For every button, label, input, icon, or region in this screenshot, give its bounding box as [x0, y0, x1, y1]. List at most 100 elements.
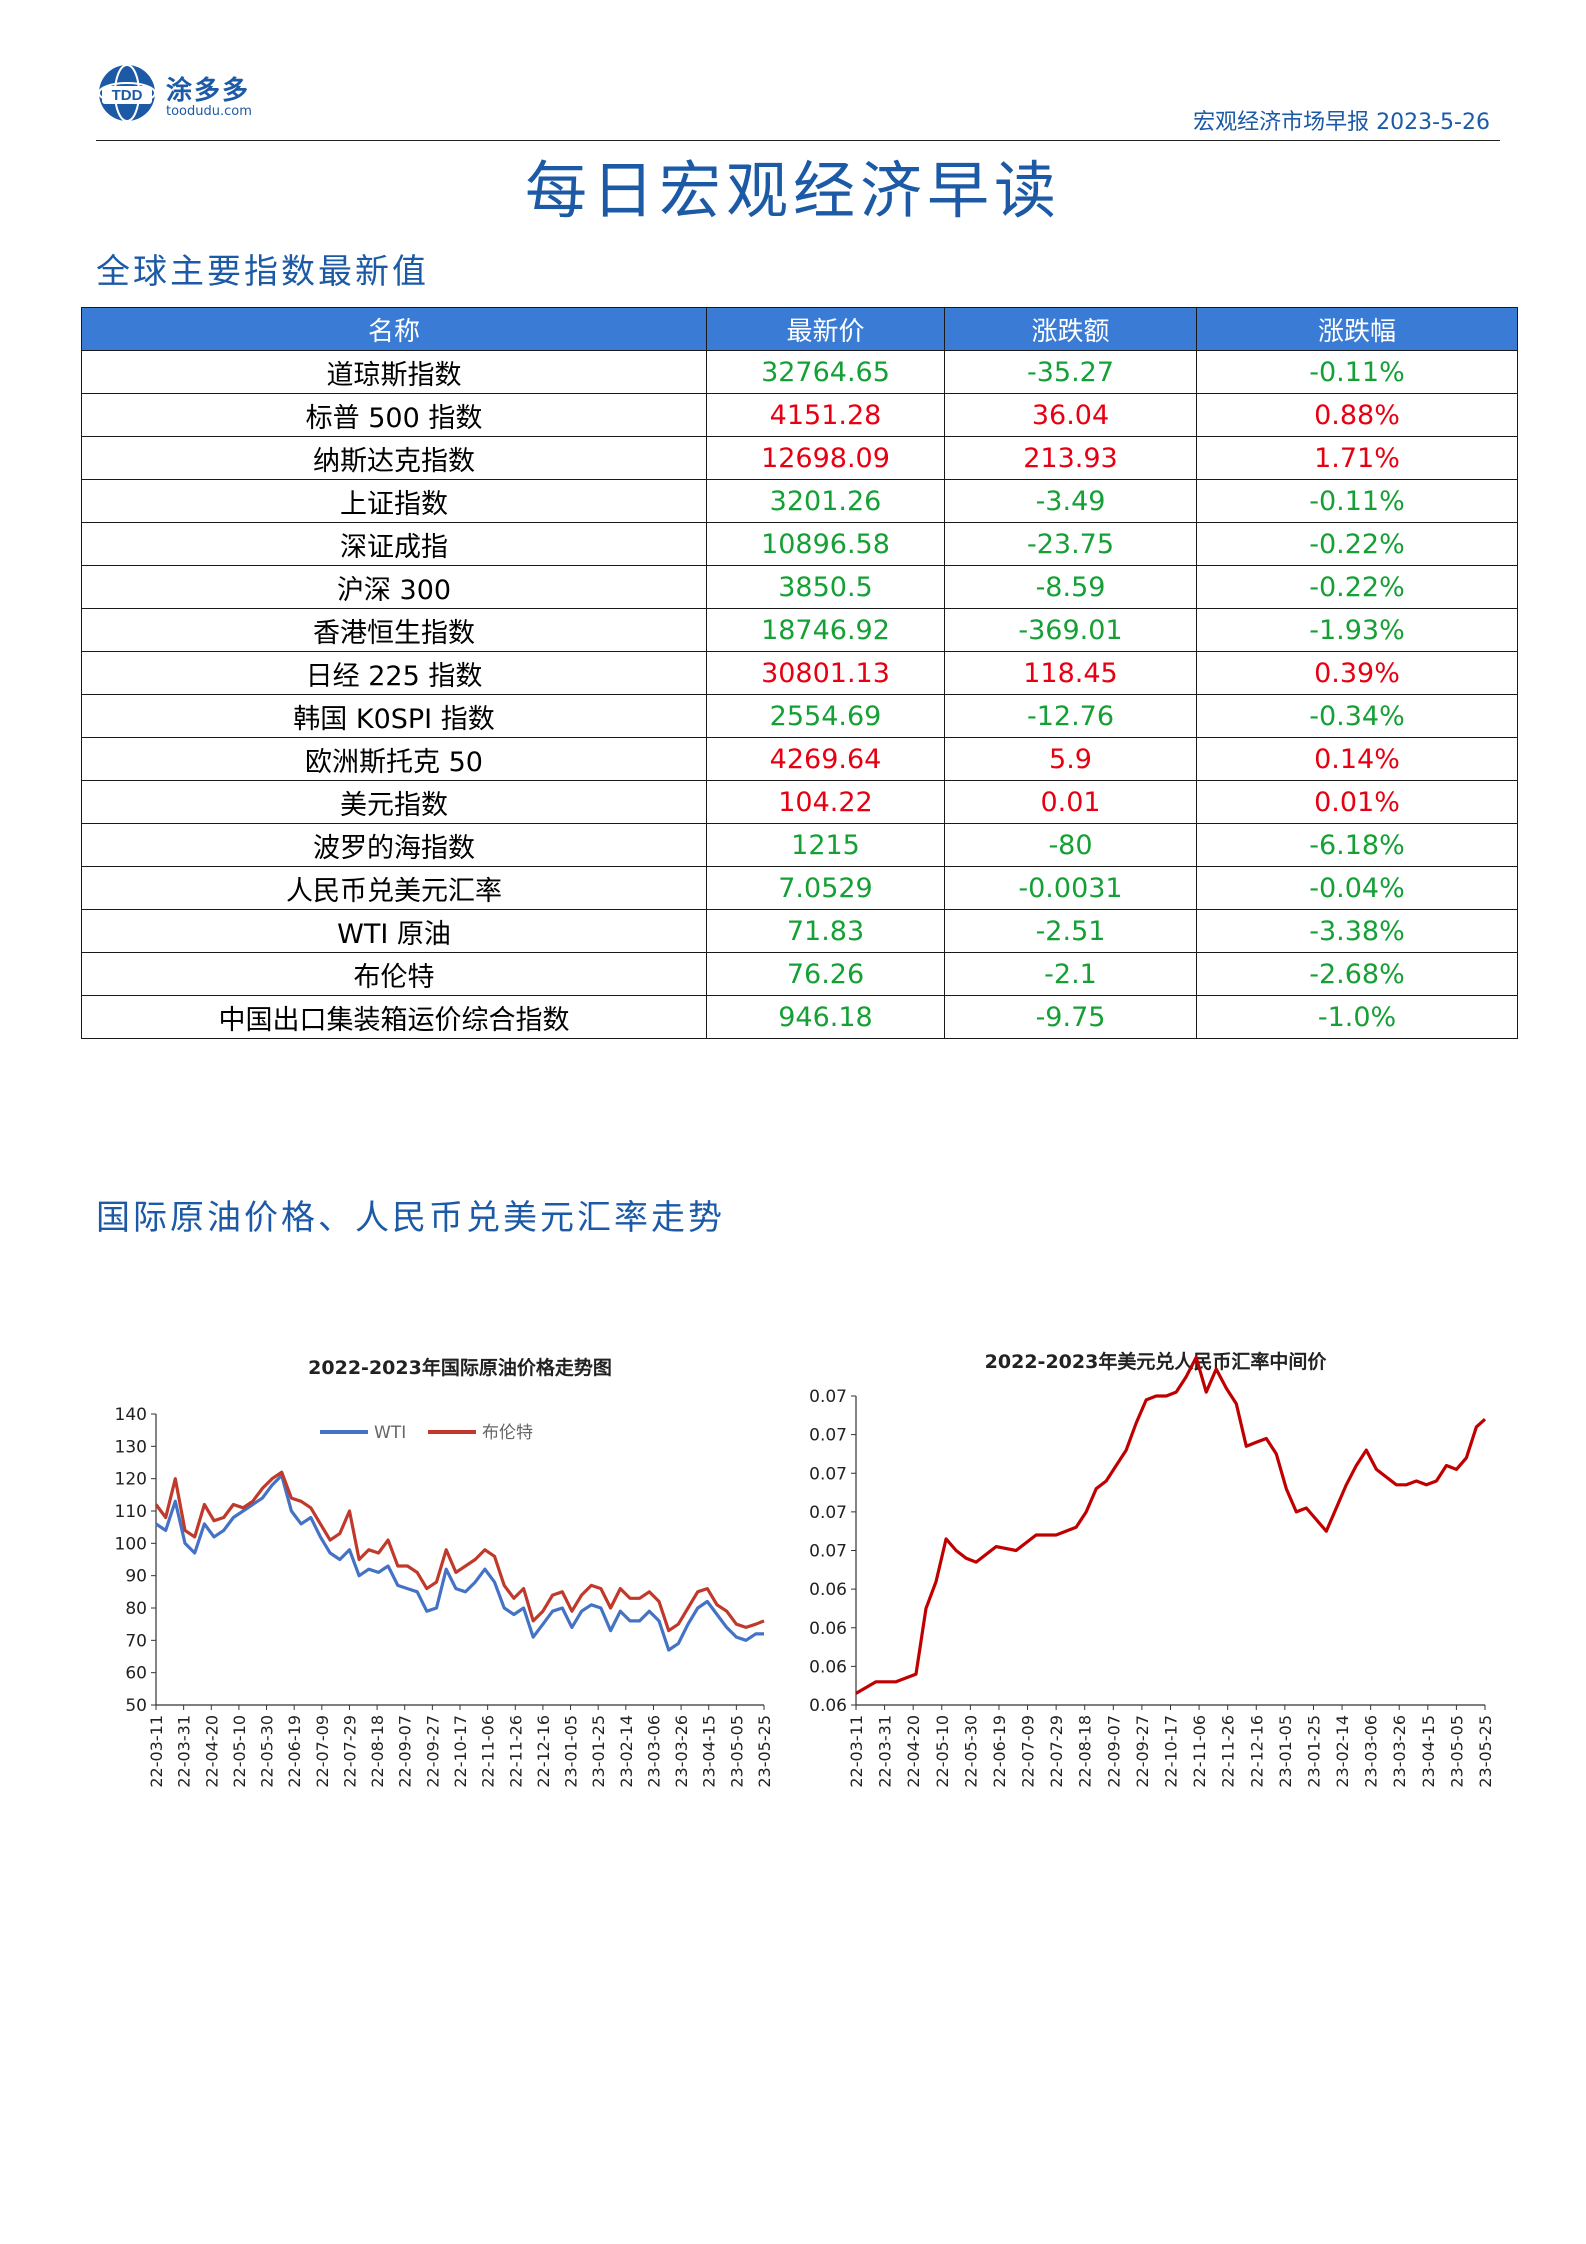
- x-tick-label: 22-03-11: [147, 1715, 166, 1788]
- y-tick-label: 0.06: [809, 1580, 847, 1600]
- cell-price: 18746.92: [706, 608, 945, 652]
- x-tick-label: 22-09-07: [396, 1715, 415, 1788]
- x-tick-label: 22-07-09: [313, 1715, 332, 1788]
- table-row: 欧洲斯托克 50 4269.64 5.9 0.14%: [81, 737, 1518, 781]
- y-tick-label: 140: [115, 1405, 147, 1425]
- cell-price: 3201.26: [706, 479, 945, 523]
- cell-pct: -6.18%: [1196, 823, 1518, 867]
- table-row: WTI 原油 71.83 -2.51 -3.38%: [81, 909, 1518, 953]
- x-tick-label: 22-05-10: [933, 1715, 952, 1788]
- x-tick-label: 22-11-26: [506, 1715, 525, 1788]
- y-tick-label: 130: [115, 1437, 147, 1457]
- x-tick-label: 23-05-05: [727, 1715, 746, 1788]
- y-tick-label: 0.06: [809, 1696, 847, 1716]
- series-line-0: [855, 1355, 1487, 1695]
- x-tick-label: 22-05-10: [230, 1715, 249, 1788]
- cell-price: 30801.13: [706, 651, 945, 695]
- cell-name: 香港恒生指数: [81, 608, 707, 652]
- table-row: 道琼斯指数 32764.65 -35.27 -0.11%: [81, 350, 1518, 394]
- y-tick-label: 90: [125, 1567, 147, 1587]
- page-title: 每日宏观经济早读: [524, 154, 1061, 227]
- cell-name: WTI 原油: [81, 909, 707, 953]
- chart-title: 2022-2023年国际原油价格走势图: [308, 1356, 612, 1379]
- cell-pct: 0.39%: [1196, 651, 1518, 695]
- cell-change: 36.04: [944, 393, 1197, 437]
- y-tick-label: 110: [115, 1502, 147, 1522]
- cell-price: 1215: [706, 823, 945, 867]
- table-row: 标普 500 指数 4151.28 36.04 0.88%: [81, 393, 1518, 437]
- y-tick-label: 70: [125, 1631, 147, 1651]
- x-tick-label: 23-05-25: [755, 1715, 774, 1788]
- brand-name: 涂多多: [166, 76, 251, 106]
- cell-price: 4269.64: [706, 737, 945, 781]
- cell-pct: -1.93%: [1196, 608, 1518, 652]
- cell-price: 2554.69: [706, 694, 945, 738]
- cell-name: 上证指数: [81, 479, 707, 523]
- cell-name: 欧洲斯托克 50: [81, 737, 707, 781]
- x-tick-label: 23-01-05: [562, 1715, 581, 1788]
- table-row: 韩国 K0SPI 指数 2554.69 -12.76 -0.34%: [81, 694, 1518, 738]
- y-tick-label: 0.06: [809, 1619, 847, 1639]
- x-tick-label: 22-04-20: [202, 1715, 221, 1788]
- x-tick-label: 23-04-15: [1419, 1715, 1438, 1788]
- cell-change: 118.45: [944, 651, 1197, 695]
- cell-price: 104.22: [706, 780, 945, 824]
- cell-pct: 1.71%: [1196, 436, 1518, 480]
- table-row: 纳斯达克指数 12698.09 213.93 1.71%: [81, 436, 1518, 480]
- cell-price: 3850.5: [706, 565, 945, 609]
- cell-price: 12698.09: [706, 436, 945, 480]
- cell-change: 5.9: [944, 737, 1197, 781]
- brand-logo: TDD 涂多多 toodudu.com: [96, 62, 286, 130]
- legend-label: 布伦特: [482, 1423, 533, 1443]
- x-tick-label: 23-04-15: [700, 1715, 719, 1788]
- y-tick-label: 0.07: [809, 1464, 847, 1484]
- cell-price: 7.0529: [706, 866, 945, 910]
- x-tick-label: 22-09-27: [1133, 1715, 1152, 1788]
- cell-name: 道琼斯指数: [81, 350, 707, 394]
- x-tick-label: 22-11-26: [1219, 1715, 1238, 1788]
- x-tick-label: 22-07-09: [1019, 1715, 1038, 1788]
- usd-cny-chart: 2022-2023年美元兑人民币汇率中间价 0.06 0.06 0.06 0.06 0.0…: [809, 1350, 1495, 1788]
- cell-name: 深证成指: [81, 522, 707, 566]
- x-tick-label: 22-08-18: [1076, 1715, 1095, 1788]
- cell-pct: -0.11%: [1196, 479, 1518, 523]
- table-row: 日经 225 指数 30801.13 118.45 0.39%: [81, 651, 1518, 695]
- report-title: 宏观经济市场早报 2023-5-26: [1193, 110, 1490, 135]
- x-tick-label: 22-08-18: [368, 1715, 387, 1788]
- x-tick-label: 23-03-06: [644, 1715, 663, 1788]
- y-tick-label: 120: [115, 1470, 147, 1490]
- cell-pct: -0.34%: [1196, 694, 1518, 738]
- x-tick-label: 22-11-06: [1190, 1715, 1209, 1788]
- x-tick-label: 23-03-26: [672, 1715, 691, 1788]
- x-tick-label: 22-10-17: [1162, 1715, 1181, 1788]
- x-tick-label: 22-09-07: [1104, 1715, 1123, 1788]
- cell-name: 美元指数: [81, 780, 707, 824]
- table-row: 香港恒生指数 18746.92 -369.01 -1.93%: [81, 608, 1518, 652]
- x-tick-label: 23-05-05: [1447, 1715, 1466, 1788]
- cell-pct: -0.22%: [1196, 565, 1518, 609]
- cell-name: 布伦特: [81, 952, 707, 996]
- cell-pct: -3.38%: [1196, 909, 1518, 953]
- table-header-row: 名称 最新价 涨跌额 涨跌幅: [81, 307, 1518, 351]
- table-row: 波罗的海指数 1215 -80 -6.18%: [81, 823, 1518, 867]
- cell-pct: -0.04%: [1196, 866, 1518, 910]
- x-tick-label: 22-04-20: [904, 1715, 923, 1788]
- x-tick-label: 23-02-14: [617, 1715, 636, 1788]
- cell-price: 10896.58: [706, 522, 945, 566]
- cell-name: 韩国 K0SPI 指数: [81, 694, 707, 738]
- cell-change: 0.01: [944, 780, 1197, 824]
- indices-table-body: 道琼斯指数 32764.65 -35.27 -0.11% 标普 500 指数 4151.2…: [81, 350, 1518, 1039]
- table-row: 中国出口集装箱运价综合指数 946.18 -9.75 -1.0%: [81, 995, 1518, 1039]
- cell-pct: 0.01%: [1196, 780, 1518, 824]
- x-tick-label: 23-01-25: [1304, 1715, 1323, 1788]
- x-tick-label: 23-03-06: [1362, 1715, 1381, 1788]
- cell-name: 人民币兑美元汇率: [81, 866, 707, 910]
- x-tick-label: 22-06-19: [990, 1715, 1009, 1788]
- x-tick-label: 22-05-30: [961, 1715, 980, 1788]
- cell-change: -80: [944, 823, 1197, 867]
- cell-name: 标普 500 指数: [81, 393, 707, 437]
- cell-change: -2.1: [944, 952, 1197, 996]
- x-tick-label: 22-12-16: [534, 1715, 553, 1788]
- table-row: 深证成指 10896.58 -23.75 -0.22%: [81, 522, 1518, 566]
- x-tick-label: 23-03-26: [1390, 1715, 1409, 1788]
